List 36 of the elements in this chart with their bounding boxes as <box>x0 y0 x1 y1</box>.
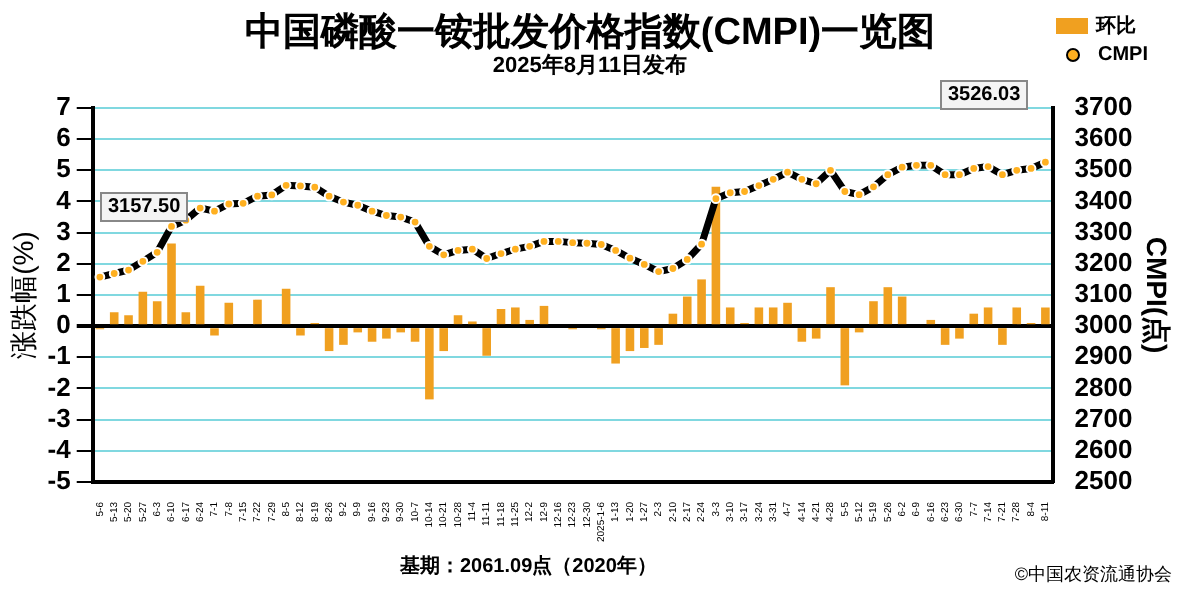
y2-tick-label: 3000 <box>1074 309 1133 340</box>
text: 3526.03 <box>940 80 1029 110</box>
y-tick-label: -2 <box>47 371 71 402</box>
y-tick-label: 3 <box>56 215 71 246</box>
legend-label: CMPI <box>1098 43 1148 65</box>
y-tick-label: -1 <box>47 340 71 371</box>
y2-axis-title: CMPI(点) <box>1141 236 1174 354</box>
y2-tick-label: 3400 <box>1074 184 1133 215</box>
y-tick-label: -4 <box>47 433 73 464</box>
y2-tick-label: 3700 <box>1074 91 1133 122</box>
y2-tick-label: 2600 <box>1074 433 1133 464</box>
y-tick-label: -3 <box>47 402 71 433</box>
annotation: 3157.50 <box>100 192 189 222</box>
text: 基期：2061.09点（2020年） <box>400 553 657 580</box>
y-tick-label: 5 <box>56 153 71 184</box>
y-tick-label: 4 <box>56 184 73 215</box>
y2-tick-label: 2900 <box>1074 340 1133 371</box>
y-tick-label: -5 <box>47 465 71 496</box>
y-tick-label: 0 <box>56 309 71 340</box>
y2-tick-label: 3100 <box>1074 278 1133 309</box>
y-tick-label: 1 <box>56 278 71 309</box>
y-tick-label: 7 <box>56 91 71 122</box>
y2-tick-label: 3300 <box>1074 215 1133 246</box>
y2-tick-label: 2800 <box>1074 371 1133 402</box>
legend-label: 环比 <box>1096 13 1136 40</box>
y2-tick-label: 3600 <box>1074 122 1133 153</box>
y-tick-label: 6 <box>56 122 71 153</box>
y2-tick-label: 3500 <box>1074 153 1133 184</box>
y2-tick-label: 2500 <box>1074 465 1133 496</box>
y2-tick-label: 2700 <box>1074 402 1133 433</box>
chart-title: 中国磷酸一铵批发价格指数(CMPI)一览图 <box>244 12 936 54</box>
y2-tick-label: 3200 <box>1074 246 1133 277</box>
text: ©中国农资流通协会 <box>1014 562 1172 588</box>
y-tick-label: 2 <box>56 246 71 277</box>
y-axis-title: 涨跌幅(%) <box>6 231 39 359</box>
chart-subtitle: 2025年8月11日发布 <box>492 54 688 78</box>
